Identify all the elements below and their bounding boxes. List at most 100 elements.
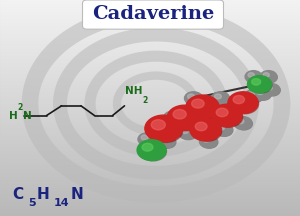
Circle shape: [216, 124, 233, 136]
Bar: [0, 154, 300, 156]
Bar: [0, 62, 300, 63]
Bar: [0, 122, 300, 123]
Bar: [0, 165, 300, 166]
Bar: [0, 170, 300, 171]
Bar: [0, 53, 300, 54]
Circle shape: [200, 135, 217, 148]
Bar: [0, 49, 300, 50]
Bar: [0, 210, 300, 211]
Bar: [0, 91, 300, 92]
Bar: [0, 81, 300, 82]
Bar: [0, 213, 300, 214]
Bar: [0, 185, 300, 186]
Bar: [0, 80, 300, 81]
Circle shape: [167, 105, 202, 130]
Bar: [0, 90, 300, 91]
Bar: [0, 8, 300, 9]
Bar: [0, 150, 300, 151]
Bar: [0, 147, 300, 148]
Bar: [0, 187, 300, 188]
Bar: [0, 130, 300, 131]
Circle shape: [214, 106, 243, 127]
Bar: [0, 77, 300, 78]
Bar: [0, 114, 300, 116]
Bar: [0, 98, 300, 99]
Bar: [0, 153, 300, 154]
Bar: [0, 151, 300, 152]
Bar: [0, 13, 300, 14]
Circle shape: [164, 111, 181, 124]
Text: H: H: [9, 111, 18, 121]
Circle shape: [180, 128, 197, 140]
Bar: [0, 104, 300, 105]
Bar: [0, 11, 300, 12]
Bar: [0, 117, 300, 118]
Bar: [0, 134, 300, 135]
Circle shape: [237, 119, 244, 124]
Bar: [0, 168, 300, 170]
Bar: [0, 18, 300, 19]
Bar: [0, 33, 300, 35]
Bar: [0, 44, 300, 45]
Bar: [0, 10, 300, 11]
Circle shape: [248, 92, 254, 97]
Bar: [0, 133, 300, 134]
Circle shape: [201, 136, 218, 148]
Bar: [0, 71, 300, 72]
Bar: [0, 135, 300, 136]
Circle shape: [228, 92, 258, 113]
Bar: [0, 65, 300, 66]
Text: 5: 5: [28, 198, 36, 208]
Bar: [0, 206, 300, 207]
Circle shape: [173, 110, 186, 119]
Circle shape: [212, 92, 230, 105]
Circle shape: [195, 122, 207, 131]
Bar: [0, 176, 300, 177]
Bar: [0, 37, 300, 38]
Bar: [0, 48, 300, 49]
Bar: [0, 72, 300, 73]
Circle shape: [263, 73, 269, 77]
Circle shape: [159, 136, 176, 148]
Bar: [0, 70, 300, 71]
Circle shape: [186, 95, 219, 119]
Bar: [0, 58, 300, 59]
Bar: [0, 113, 300, 114]
Circle shape: [137, 140, 166, 160]
Bar: [0, 69, 300, 70]
Bar: [0, 75, 300, 76]
Bar: [0, 190, 300, 191]
Bar: [0, 46, 300, 48]
Bar: [0, 141, 300, 143]
Bar: [0, 17, 300, 18]
Bar: [0, 16, 300, 17]
Bar: [0, 4, 300, 5]
Text: N: N: [23, 111, 32, 121]
Bar: [0, 172, 300, 173]
Bar: [0, 126, 300, 127]
Bar: [0, 6, 300, 8]
Bar: [0, 118, 300, 119]
Bar: [0, 112, 300, 113]
Bar: [0, 107, 300, 108]
Bar: [0, 60, 300, 62]
Bar: [0, 96, 300, 97]
Bar: [0, 0, 300, 1]
Bar: [0, 157, 300, 158]
Bar: [0, 63, 300, 64]
Bar: [0, 162, 300, 163]
Bar: [0, 146, 300, 147]
Bar: [0, 67, 300, 68]
Circle shape: [140, 134, 156, 146]
Bar: [0, 207, 300, 208]
Bar: [0, 3, 300, 4]
Bar: [0, 195, 300, 197]
Bar: [0, 32, 300, 33]
Bar: [0, 78, 300, 79]
Circle shape: [151, 120, 165, 130]
Bar: [0, 198, 300, 199]
Circle shape: [165, 113, 182, 124]
Bar: [0, 189, 300, 190]
Bar: [0, 14, 300, 15]
Bar: [0, 22, 300, 23]
